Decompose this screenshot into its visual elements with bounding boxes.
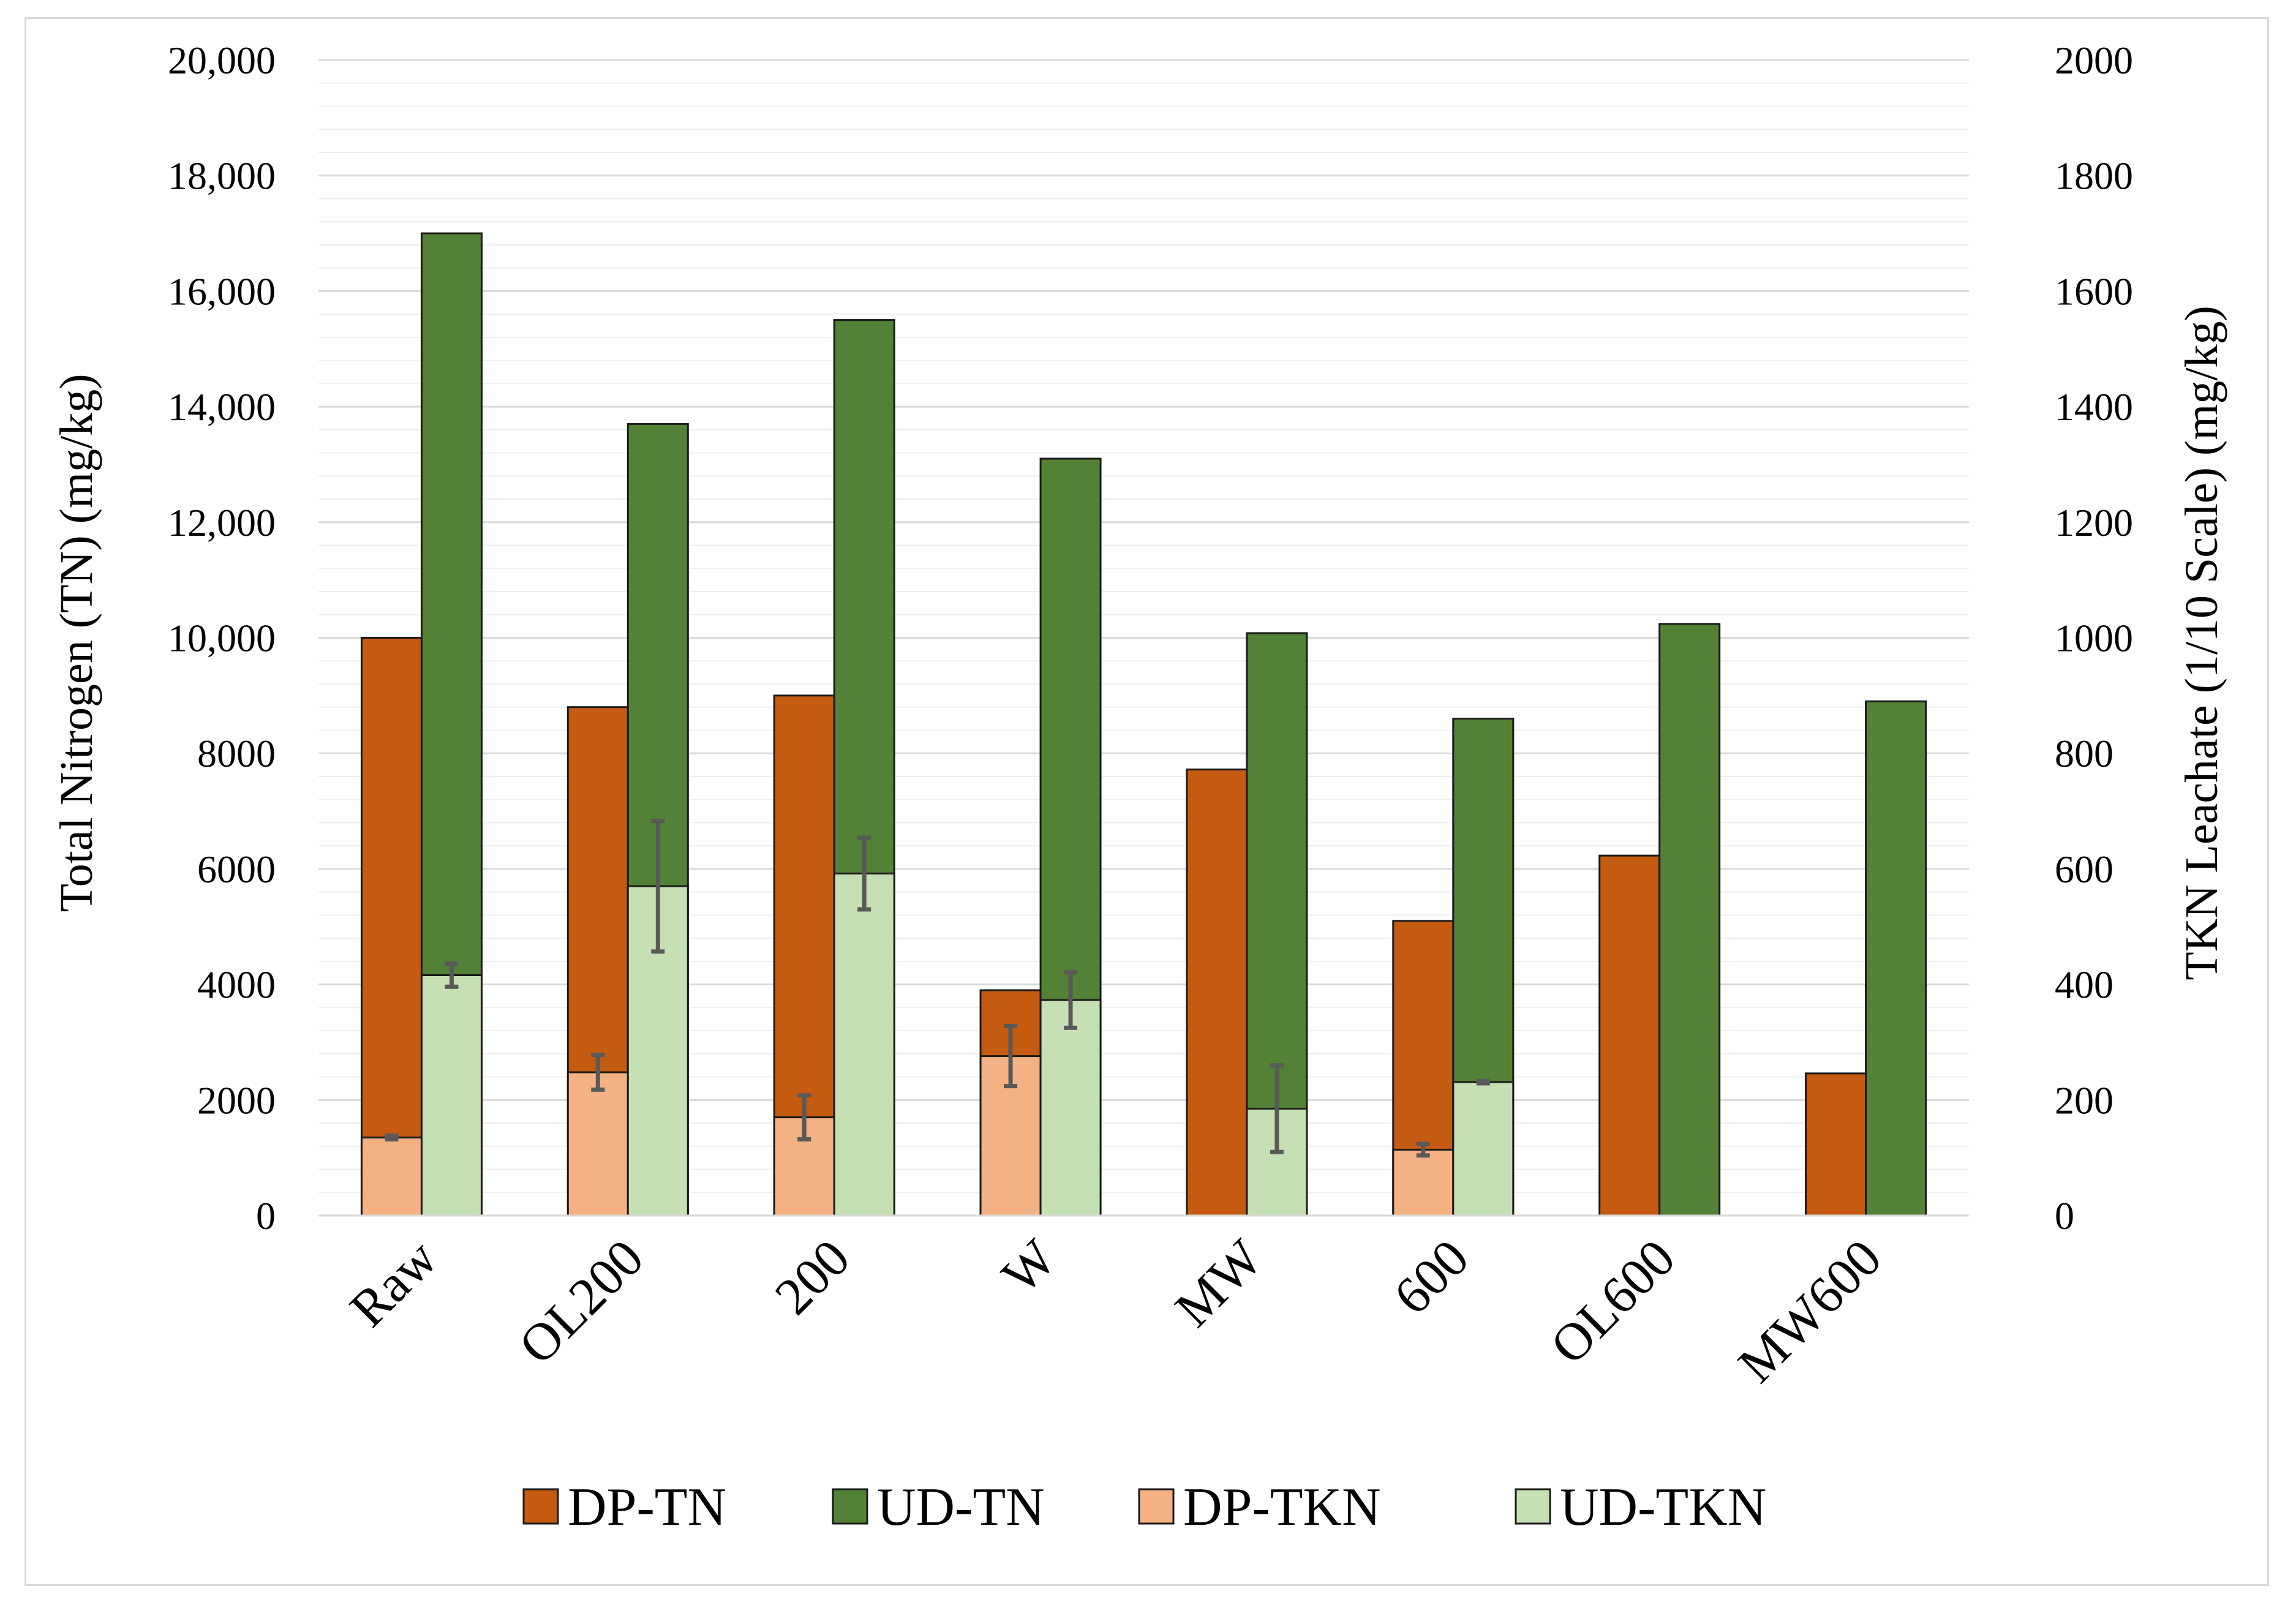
y-right-tick-label: 1400 (2055, 385, 2133, 429)
y-left-tick-label: 8000 (197, 732, 276, 775)
gridlines (318, 59, 1969, 1217)
y-right-tick-label: 2000 (2055, 39, 2133, 82)
bar-ud-tkn (833, 872, 895, 1217)
legend-swatch (832, 1488, 868, 1525)
legend-label: DP-TN (568, 1478, 726, 1537)
y-right-tick-label: 0 (2055, 1194, 2074, 1238)
bar-dp-tkn (566, 1071, 629, 1217)
y-right-tick-label: 1200 (2055, 501, 2133, 544)
x-tick-label: Raw (339, 1228, 448, 1338)
bar-ud-tkn (1452, 1081, 1515, 1217)
y-right-tick-label: 1800 (2055, 154, 2133, 198)
bar-ud-tkn (420, 974, 483, 1217)
x-tick-label: MW600 (1726, 1228, 1892, 1394)
x-tick-label: MW (1164, 1228, 1273, 1338)
y-right-tick-label: 400 (2055, 963, 2113, 1007)
y-left-tick-label: 0 (256, 1194, 276, 1238)
x-tick-label: 200 (764, 1228, 861, 1326)
y-left-tick-label: 6000 (197, 848, 276, 891)
error-bars (385, 819, 1490, 1158)
bar-dp-tn (360, 637, 423, 1217)
y-left-tick-label: 10,000 (168, 617, 276, 660)
y-right-tick-label: 1000 (2055, 617, 2133, 660)
x-tick-label: W (990, 1228, 1067, 1305)
y-right-tick-label: 800 (2055, 732, 2113, 775)
legend-label: UD-TN (877, 1478, 1045, 1537)
y-right-axis-title: TKN Leachate (1/10 Scale) (mg/kg) (2176, 306, 2227, 980)
bar-dp-tn (1186, 769, 1248, 1217)
legend-label: UD-TKN (1560, 1478, 1766, 1537)
bar-dp-tkn (360, 1137, 423, 1217)
y-left-tick-label: 16,000 (168, 269, 276, 313)
bar-dp-tn (1598, 854, 1661, 1217)
y-left-tick-label: 12,000 (168, 501, 276, 544)
bar-dp-tn (1805, 1072, 1867, 1217)
y-left-tick-label: 14,000 (168, 385, 276, 429)
legend-swatch (522, 1488, 559, 1525)
bar-ud-tkn (1039, 999, 1102, 1217)
y-left-axis-title: Total Nitrogen (TN) (mg/kg) (51, 374, 102, 912)
x-tick-label: 600 (1382, 1228, 1480, 1326)
y-left-tick-label: 18,000 (168, 154, 276, 198)
x-tick-label: OL200 (508, 1228, 655, 1375)
x-tick-label: OL600 (1539, 1228, 1686, 1375)
legend-swatch (1138, 1488, 1175, 1525)
legend-label: DP-TKN (1183, 1478, 1381, 1537)
bar-ud-tn (1658, 623, 1721, 1217)
chart-frame (24, 17, 2269, 1586)
y-left-tick-label: 20,000 (168, 39, 276, 82)
legend: DP-TN UD-TN DP-TKN UD-TKN (522, 1478, 1766, 1537)
bar-ud-tn (1865, 700, 1927, 1217)
legend-swatch (1515, 1488, 1551, 1525)
y-right-tick-label: 600 (2055, 848, 2113, 891)
y-right-tick-label: 200 (2055, 1078, 2113, 1122)
bar-dp-tkn (1392, 1148, 1455, 1217)
y-left-tick-label: 2000 (197, 1078, 276, 1122)
y-right-tick-label: 1600 (2055, 269, 2133, 313)
y-left-tick-label: 4000 (197, 963, 276, 1007)
